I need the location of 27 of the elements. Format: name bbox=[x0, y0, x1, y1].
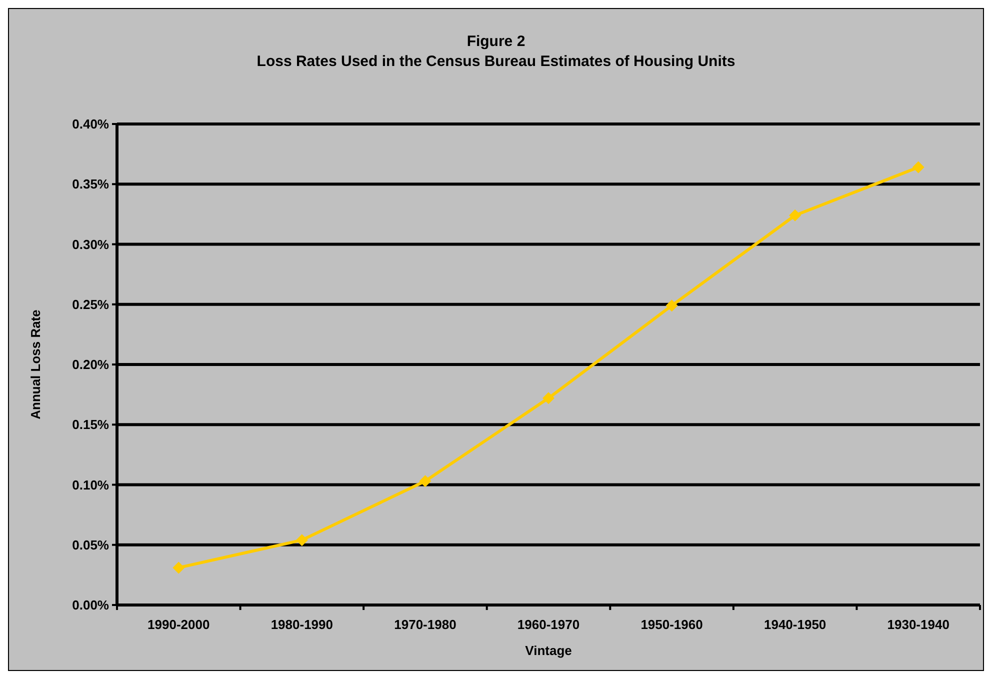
x-axis-title: Vintage bbox=[525, 643, 572, 658]
point bbox=[789, 209, 802, 222]
y-tick-label: 0.00% bbox=[72, 598, 110, 613]
y-tick-label: 0.25% bbox=[72, 296, 110, 312]
point bbox=[666, 300, 678, 312]
x-tick-label: 1980-1990 bbox=[270, 617, 334, 632]
y-tick-label: 0.20% bbox=[72, 357, 110, 372]
y-axis-title: Annual Loss Rate bbox=[28, 310, 43, 420]
point bbox=[172, 562, 185, 574]
y-tick-label: 0.15% bbox=[72, 417, 110, 432]
x-tick-label: 1930-1940 bbox=[887, 617, 950, 632]
point bbox=[419, 475, 432, 488]
y-tick-label: 0.10% bbox=[72, 477, 110, 492]
x-tick-label: 1950-1960 bbox=[640, 617, 703, 632]
point bbox=[296, 534, 308, 546]
x-tick-label: 1960-1970 bbox=[517, 617, 580, 632]
point bbox=[912, 161, 924, 174]
point bbox=[542, 392, 554, 404]
chart-subtitle: Loss Rates Used in the Census Bureau Estimates of Housing Units bbox=[256, 53, 736, 70]
x-tick-label: 1970-1980 bbox=[394, 617, 456, 632]
y-tick-label: 0.35% bbox=[72, 176, 110, 192]
y-tick-label: 0.40% bbox=[72, 116, 110, 132]
x-tick-label: 1940-1950 bbox=[764, 617, 826, 632]
chart-title: Figure 2 bbox=[466, 33, 526, 50]
x-tick-label: 1990-2000 bbox=[148, 617, 210, 632]
y-tick-label: 0.30% bbox=[72, 236, 110, 252]
y-tick-label: 0.05% bbox=[72, 537, 110, 552]
